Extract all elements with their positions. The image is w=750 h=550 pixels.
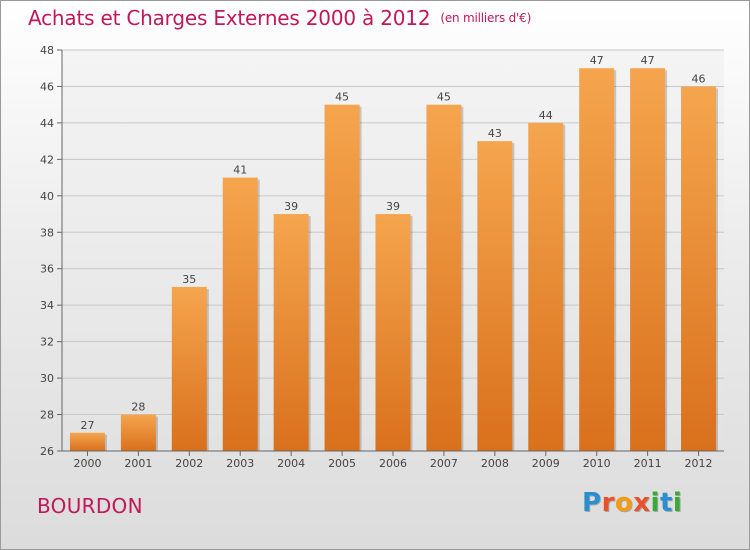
data-label: 28	[131, 401, 145, 414]
logo-letter: i	[672, 488, 683, 518]
bar-2007	[426, 104, 462, 451]
y-tick-label: 44	[40, 117, 54, 130]
x-tick-label: 2005	[328, 457, 356, 470]
logo-letter: x	[633, 488, 651, 518]
data-label: 47	[641, 54, 655, 67]
proxiti-logo: Proxiti	[582, 488, 682, 518]
y-tick-label: 32	[40, 336, 54, 349]
data-label: 41	[233, 164, 247, 177]
bar-2001	[120, 414, 156, 451]
y-tick-label: 30	[40, 372, 54, 385]
y-tick-label: 28	[40, 409, 54, 422]
x-tick-label: 2001	[124, 457, 152, 470]
x-tick-label: 2000	[73, 457, 101, 470]
bar-2000	[69, 432, 105, 451]
axes	[57, 49, 724, 456]
x-tick-label: 2007	[430, 457, 458, 470]
data-label: 45	[335, 91, 349, 104]
x-tick-label: 2011	[634, 457, 662, 470]
commune-name: BOURDON	[37, 494, 143, 518]
y-tick-label: 26	[40, 445, 54, 458]
x-tick-label: 2003	[226, 457, 254, 470]
y-tick-label: 38	[40, 226, 54, 239]
bars	[69, 68, 719, 452]
bar-2011	[630, 68, 666, 452]
bar-2009	[528, 122, 564, 451]
x-tick-label: 2009	[532, 457, 560, 470]
chart-title: Achats et Charges Externes 2000 à 2012 (e…	[28, 6, 531, 30]
data-label: 47	[590, 54, 604, 67]
bar-2012	[681, 86, 717, 452]
x-tick-label: 2004	[277, 457, 305, 470]
logo-letter: r	[601, 488, 615, 518]
y-tick-label: 46	[40, 80, 54, 93]
bar-2010	[579, 68, 615, 452]
bar-2008	[477, 141, 513, 452]
data-label: 39	[284, 200, 298, 213]
unit-note: (en milliers d'€)	[440, 11, 532, 25]
x-tick-label: 2002	[175, 457, 203, 470]
data-label: 39	[386, 200, 400, 213]
x-tick-label: 2012	[685, 457, 713, 470]
y-tick-label: 42	[40, 153, 54, 166]
x-tick-label: 2008	[481, 457, 509, 470]
x-tick-label: 2010	[583, 457, 611, 470]
data-label: 27	[80, 419, 94, 432]
bar-2002	[171, 286, 207, 451]
y-tick-label: 36	[40, 263, 54, 276]
bar-2006	[375, 214, 411, 451]
bar-2004	[273, 214, 309, 451]
y-tick-label: 34	[40, 299, 54, 312]
data-label: 43	[488, 127, 502, 140]
data-label: 46	[692, 72, 706, 85]
data-label: 44	[539, 109, 553, 122]
labels: 26 28 30 32 34 36 38 40 42 44 46 48 27 2000 28 2001 35 20…	[40, 44, 713, 470]
chart-title-text: Achats et Charges Externes 2000 à 2012	[28, 6, 431, 30]
bar-2005	[324, 104, 360, 451]
data-label: 35	[182, 273, 196, 286]
logo-letter: t	[659, 488, 673, 518]
y-tick-label: 40	[40, 190, 54, 203]
data-label: 45	[437, 91, 451, 104]
logo-letter: i	[650, 488, 660, 518]
x-tick-label: 2006	[379, 457, 407, 470]
bar-2003	[222, 177, 258, 451]
logo-letter: P	[582, 488, 602, 518]
y-tick-label: 48	[40, 44, 54, 57]
logo-letter: o	[614, 488, 634, 518]
